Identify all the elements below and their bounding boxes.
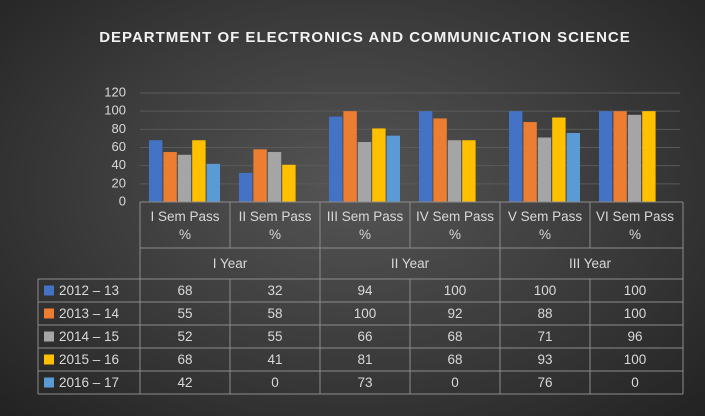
y-tick-label: 0 bbox=[119, 193, 126, 208]
table-value: 100 bbox=[623, 305, 647, 321]
x-tick-label: VI Sem Pass % bbox=[595, 208, 675, 242]
group-label: II Year bbox=[390, 255, 430, 271]
x-tick-label: V Sem Pass % bbox=[507, 208, 583, 242]
bar bbox=[552, 117, 566, 202]
table-value: 0 bbox=[271, 374, 279, 390]
legend-label: 2016 – 17 bbox=[59, 374, 120, 390]
table-value: 32 bbox=[267, 282, 283, 298]
table-value: 68 bbox=[177, 282, 193, 298]
legend-key bbox=[44, 331, 54, 342]
bar bbox=[329, 116, 343, 202]
bar bbox=[357, 142, 372, 202]
y-tick-label: 20 bbox=[112, 175, 126, 190]
table-value: 73 bbox=[357, 374, 373, 390]
bar bbox=[627, 114, 642, 202]
bar bbox=[509, 111, 523, 202]
bar bbox=[282, 164, 296, 202]
bar bbox=[447, 140, 462, 202]
bar bbox=[149, 140, 163, 202]
legend-key bbox=[44, 285, 54, 296]
bar bbox=[253, 149, 267, 202]
bar bbox=[523, 122, 537, 202]
table-value: 94 bbox=[357, 282, 373, 298]
table-value: 100 bbox=[533, 282, 557, 298]
legend-key bbox=[44, 308, 54, 319]
bar bbox=[419, 111, 433, 202]
table-value: 66 bbox=[357, 328, 373, 344]
bar bbox=[239, 172, 253, 202]
group-label: III Year bbox=[568, 255, 612, 271]
bar bbox=[613, 111, 627, 202]
chart-title: DEPARTMENT OF ELECTRONICS AND COMMUNICAT… bbox=[99, 29, 631, 46]
bar bbox=[462, 140, 476, 202]
bar bbox=[372, 128, 386, 202]
table-value: 52 bbox=[177, 328, 193, 344]
bar bbox=[642, 111, 656, 202]
legend-label: 2013 – 14 bbox=[59, 305, 120, 321]
x-tick-label: IV Sem Pass % bbox=[415, 208, 495, 242]
legend-key bbox=[44, 354, 54, 365]
table-value: 58 bbox=[267, 305, 283, 321]
table-value: 41 bbox=[267, 351, 283, 367]
table-value: 68 bbox=[447, 351, 463, 367]
x-tick-label: II Sem Pass % bbox=[238, 208, 312, 242]
table-value: 55 bbox=[267, 328, 283, 344]
table-value: 68 bbox=[177, 351, 193, 367]
legend-label: 2014 – 15 bbox=[59, 328, 120, 344]
bar bbox=[433, 118, 447, 202]
legend-label: 2012 – 13 bbox=[59, 282, 120, 298]
bar bbox=[537, 137, 552, 202]
table-value: 42 bbox=[177, 374, 193, 390]
bar bbox=[163, 152, 177, 202]
table-value: 100 bbox=[353, 305, 377, 321]
table-value: 93 bbox=[537, 351, 553, 367]
bar bbox=[192, 140, 206, 202]
table-value: 55 bbox=[177, 305, 193, 321]
bar bbox=[386, 135, 400, 202]
table-value: 100 bbox=[623, 282, 647, 298]
y-tick-label: 80 bbox=[112, 121, 126, 136]
table-value: 100 bbox=[443, 282, 467, 298]
bar bbox=[267, 152, 282, 202]
y-tick-label: 60 bbox=[112, 139, 126, 154]
table-value: 92 bbox=[447, 305, 463, 321]
bar bbox=[566, 132, 580, 202]
legend-key bbox=[44, 377, 54, 388]
y-tick-label: 40 bbox=[112, 157, 126, 172]
y-tick-label: 120 bbox=[104, 84, 126, 99]
bar bbox=[206, 163, 220, 202]
table-value: 68 bbox=[447, 328, 463, 344]
table-value: 88 bbox=[537, 305, 553, 321]
x-tick-label: I Sem Pass % bbox=[150, 208, 220, 242]
y-tick-label: 100 bbox=[104, 103, 126, 118]
bar bbox=[177, 154, 192, 202]
legend-label: 2015 – 16 bbox=[59, 351, 120, 367]
bar bbox=[343, 111, 357, 202]
table-value: 76 bbox=[537, 374, 553, 390]
table-value: 100 bbox=[623, 351, 647, 367]
group-label: I Year bbox=[212, 255, 248, 271]
table-value: 96 bbox=[627, 328, 643, 344]
table-value: 0 bbox=[451, 374, 459, 390]
x-tick-label: III Sem Pass % bbox=[326, 208, 404, 242]
table-value: 0 bbox=[631, 374, 639, 390]
table-value: 71 bbox=[537, 328, 553, 344]
bar bbox=[599, 111, 613, 202]
table-value: 81 bbox=[357, 351, 373, 367]
